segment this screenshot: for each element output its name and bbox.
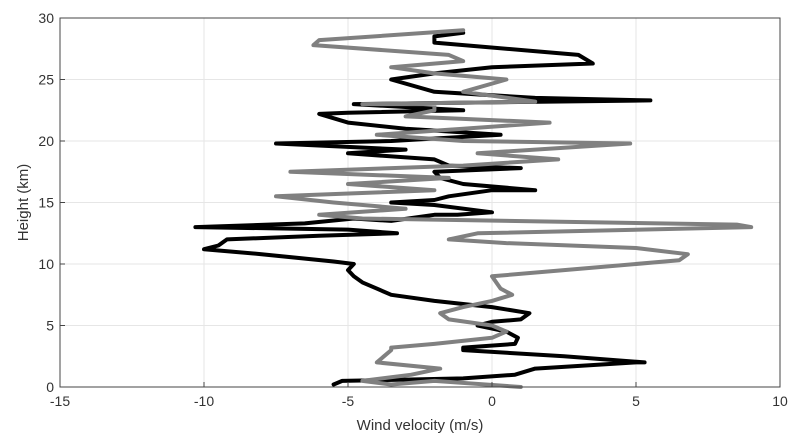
x-tick-label: -15 [50, 393, 70, 409]
x-tick-label: -5 [342, 393, 355, 409]
y-axis-title: Height (km) [15, 164, 32, 242]
x-tick-label: 0 [488, 393, 496, 409]
y-tick-label: 10 [38, 256, 54, 272]
x-tick-label: 10 [772, 393, 788, 409]
x-tick-label: 5 [632, 393, 640, 409]
y-tick-label: 25 [38, 72, 54, 88]
y-tick-label: 5 [46, 318, 54, 334]
y-tick-label: 20 [38, 133, 54, 149]
x-axis-ticks: -15 -10 -5 0 5 10 [50, 382, 788, 409]
series-line-2 [274, 28, 754, 389]
y-axis-ticks: 0 5 10 15 20 25 30 [38, 10, 65, 395]
y-tick-label: 15 [38, 195, 54, 211]
x-tick-label: -10 [194, 393, 214, 409]
y-tick-label: 30 [38, 10, 54, 26]
x-axis-title: Wind velocity (m/s) [357, 417, 484, 434]
series-layer [193, 28, 754, 389]
y-tick-label: 0 [46, 379, 54, 395]
